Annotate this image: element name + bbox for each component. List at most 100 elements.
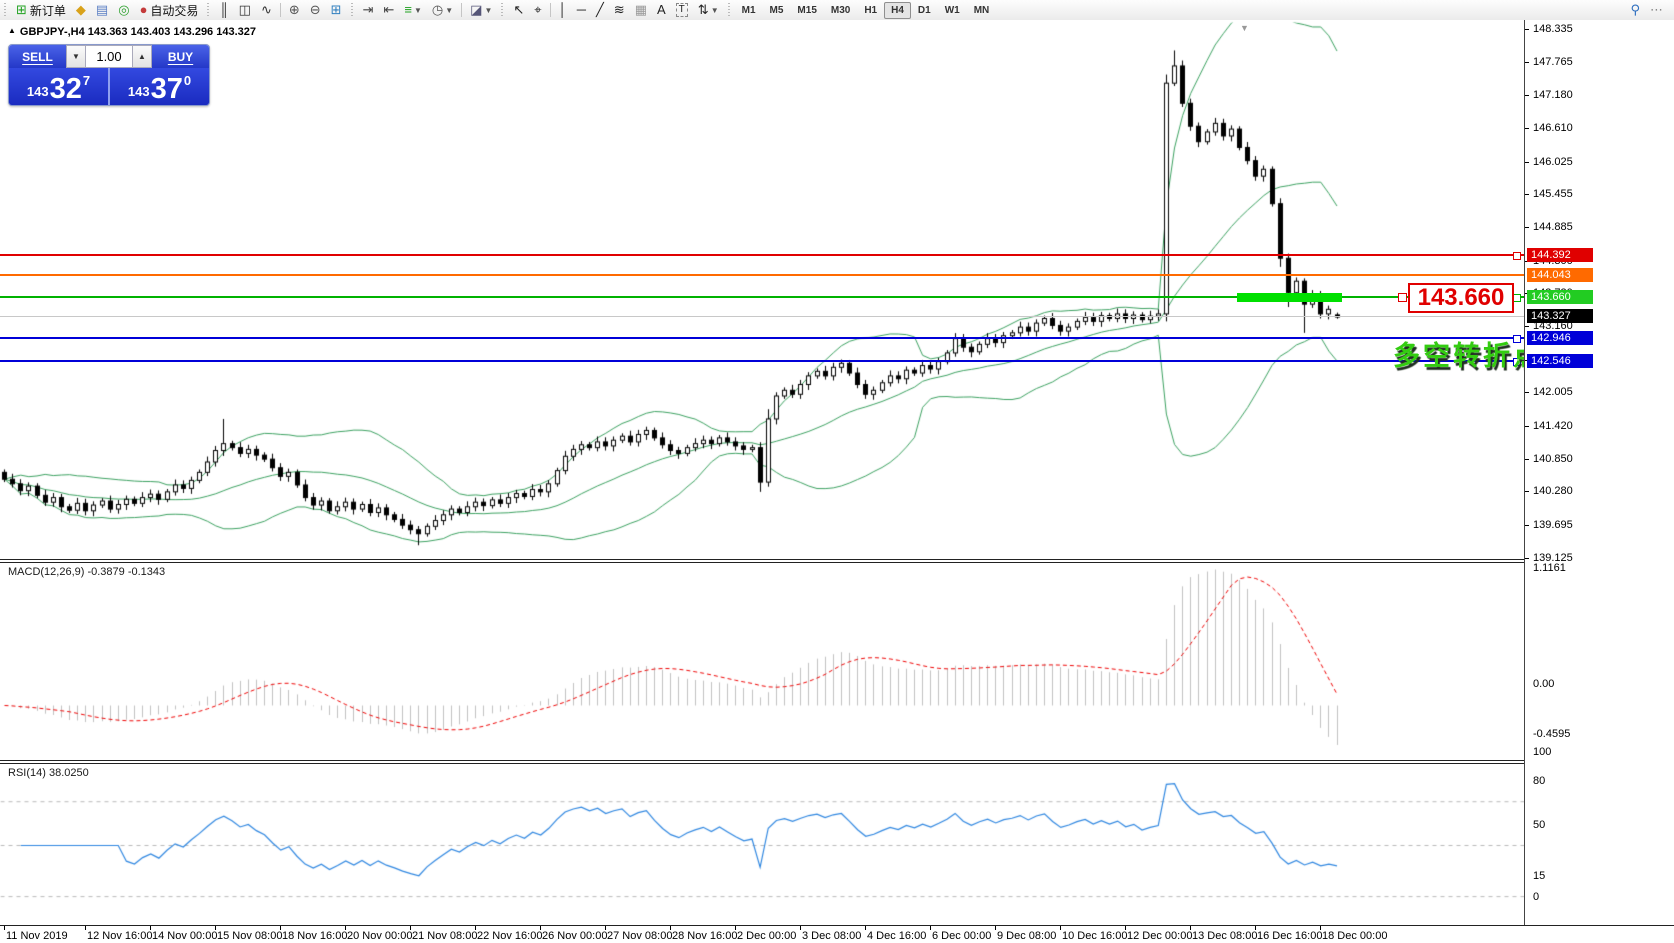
horizontal-line-button[interactable]: ─	[573, 0, 590, 20]
sell-price-display[interactable]: 143 32 7	[9, 68, 108, 105]
bar-chart-button[interactable]: ║	[215, 0, 232, 20]
zoom-in-button[interactable]: ⊕	[285, 0, 304, 20]
price-annotation-box[interactable]: 143.660	[1408, 283, 1514, 313]
templates-button[interactable]: ◪ ▼	[466, 0, 496, 20]
price-tick-mark	[1525, 62, 1529, 63]
price-tick-label: 140.850	[1533, 453, 1573, 465]
time-tick-mark	[1320, 926, 1321, 930]
sell-button[interactable]: SELL	[9, 45, 66, 68]
resistance-line-144043-price-label: 144.043	[1527, 268, 1593, 282]
timeframe-w1-button[interactable]: W1	[944, 4, 960, 16]
new-order-button[interactable]: ⊞ 新订单	[12, 0, 70, 20]
arrow-objects-button[interactable]: ⇅ ▼	[694, 0, 723, 20]
key-level-line-143660-handle[interactable]	[1513, 294, 1521, 302]
price-divider	[108, 68, 110, 105]
text-icon: A	[657, 2, 666, 17]
timeframe-m30-button[interactable]: M30	[830, 4, 851, 16]
time-tick-label: 27 Nov 08:00	[607, 930, 673, 942]
search-button[interactable]: ⚲	[1626, 0, 1644, 20]
support-line-142946[interactable]	[0, 337, 1524, 339]
support-line-142546-handle[interactable]	[1513, 358, 1521, 366]
line-chart-button[interactable]: ∿	[257, 0, 276, 20]
price-tick-label: 141.420	[1533, 420, 1573, 432]
signals-icon: ◎	[118, 2, 130, 17]
indicators-button[interactable]: ≡ ▼	[400, 0, 426, 20]
buy-price-display[interactable]: 143 37 0	[110, 68, 209, 105]
time-tick-mark	[540, 926, 541, 930]
pane-separator[interactable]	[0, 760, 1674, 764]
timeframe-m5-button[interactable]: M5	[769, 4, 784, 16]
search-icon: ⚲	[1630, 2, 1640, 17]
periods-button[interactable]: ◷ ▼	[428, 0, 457, 20]
autotrading-button[interactable]: ● 自动交易	[136, 0, 203, 20]
time-tick-label: 10 Dec 16:00	[1062, 930, 1128, 942]
chart-canvas[interactable]	[0, 20, 1524, 925]
indicators-icon: ≡	[404, 2, 412, 17]
candlestick-chart-button[interactable]: ◫	[235, 0, 255, 20]
fibonacci-button[interactable]: ≋	[610, 0, 629, 20]
toolbar-grip	[726, 3, 732, 17]
trendline-button[interactable]: ╱	[592, 0, 608, 20]
timeframe-m1-button[interactable]: M1	[741, 4, 756, 16]
cursor-button[interactable]: ↖	[509, 0, 528, 20]
timeframe-h1-button[interactable]: H1	[864, 4, 878, 16]
bid-price-line[interactable]	[0, 316, 1524, 317]
zoom-out-icon: ⊖	[309, 2, 321, 17]
toolbar-grip	[500, 3, 506, 17]
vertical-line-button[interactable]: │	[555, 0, 571, 20]
time-tick-label: 20 Nov 00:00	[347, 930, 413, 942]
chart-shift-marker[interactable]: ▼	[1240, 23, 1249, 33]
timeframe-d1-button[interactable]: D1	[917, 4, 931, 16]
text-label-button[interactable]: T	[672, 0, 692, 20]
signals-button[interactable]: ◎	[114, 0, 133, 20]
toolbar: ⊞ 新订单 ◆ ▤ ◎ ● 自动交易 ║ ◫ ∿ ⊕ ⊖ ⊞ ⇥ ⇤ ≡ ▼ ◷ ▼ ◪ ▼ ↖ ⌖ │ ─ ╱ ≋ ▦ A T ⇅ ▼ M1 M…	[0, 0, 1674, 21]
timeframe-h4-button[interactable]: H4	[884, 1, 911, 19]
time-tick-mark	[345, 926, 346, 930]
new-order-icon: ⊞	[16, 2, 27, 17]
price-tick-label: 147.180	[1533, 89, 1573, 101]
toolbar-grip	[3, 3, 8, 17]
symbol-ohlc-text: GBPJPY-,H4 143.363 143.403 143.296 143.3…	[19, 26, 256, 38]
resistance-line-144392[interactable]	[0, 254, 1524, 256]
cursor-icon: ↖	[513, 2, 525, 17]
symbol-info: ▲ GBPJPY-,H4 143.363 143.403 143.296 143.…	[8, 26, 256, 38]
tile-windows-icon: ⊞	[330, 2, 342, 17]
time-axis[interactable]: 11 Nov 2019 12 Nov 16:00 14 Nov 00:00 15 No…	[0, 925, 1674, 943]
resistance-line-144043[interactable]	[0, 274, 1524, 276]
crosshair-button[interactable]: ⌖	[530, 0, 545, 20]
toolbar-grip	[349, 3, 355, 17]
resistance-line-144392-handle[interactable]	[1513, 252, 1521, 260]
chart-shift-button[interactable]: ⇤	[379, 0, 398, 20]
chat-button[interactable]: ⋯	[1646, 0, 1667, 20]
scroll-to-end-button[interactable]: ⇥	[359, 0, 378, 20]
key-level-line-143660[interactable]	[0, 296, 1524, 298]
buy-button[interactable]: BUY	[152, 45, 209, 68]
volume-decrease-button[interactable]: ▼	[66, 45, 86, 68]
pane-separator[interactable]	[0, 559, 1674, 563]
resistance-highlight-segment[interactable]	[1237, 293, 1342, 302]
timeframe-m15-button[interactable]: M15	[797, 4, 817, 16]
time-tick-mark	[150, 926, 151, 930]
price-tick-mark	[1525, 558, 1529, 559]
price-box-anchor-marker[interactable]	[1398, 293, 1407, 302]
rsi-scale-label: 0	[1533, 891, 1540, 903]
volume-increase-button[interactable]: ▲	[132, 45, 152, 68]
time-tick-label: 26 Nov 00:00	[542, 930, 608, 942]
metaeditor-button[interactable]: ◆	[72, 0, 90, 20]
price-tick-label: 139.125	[1533, 552, 1573, 564]
timeframe-mn-button[interactable]: MN	[973, 4, 990, 16]
rsi-scale-label: 50	[1533, 819, 1546, 831]
time-tick-mark	[1190, 926, 1191, 930]
price-axis[interactable]: 148.335 147.765 147.180 146.610 146.025 145.4…	[1524, 20, 1674, 925]
volume-input[interactable]: 1.00	[86, 45, 132, 68]
text-button[interactable]: A	[653, 0, 670, 20]
tile-windows-button[interactable]: ⊞	[327, 0, 346, 20]
chevron-down-icon: ▼	[445, 5, 454, 15]
zoom-out-button[interactable]: ⊖	[306, 0, 325, 20]
support-line-142946-handle[interactable]	[1513, 335, 1521, 343]
support-line-142546[interactable]	[0, 360, 1524, 362]
fibo-grid-button[interactable]: ▦	[631, 0, 651, 20]
market-button[interactable]: ▤	[92, 0, 112, 20]
turning-point-annotation[interactable]: 多空转折点	[1393, 341, 1543, 371]
collapse-arrow-icon[interactable]: ▲	[8, 26, 16, 35]
